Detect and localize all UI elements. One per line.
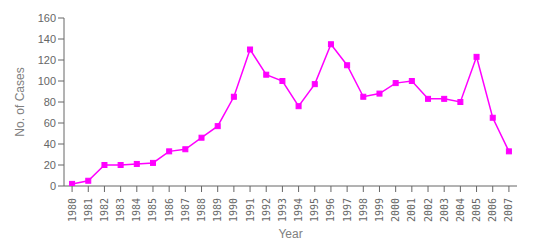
svg-text:0: 0 [50, 180, 56, 192]
svg-text:100: 100 [38, 75, 56, 87]
svg-text:60: 60 [44, 117, 56, 129]
svg-text:2002: 2002 [423, 198, 434, 222]
svg-text:1994: 1994 [293, 198, 304, 222]
svg-text:2004: 2004 [455, 198, 466, 222]
svg-text:1998: 1998 [358, 198, 369, 222]
svg-text:1983: 1983 [115, 198, 126, 222]
svg-text:Year: Year [278, 227, 302, 241]
svg-text:40: 40 [44, 138, 56, 150]
svg-text:2007: 2007 [503, 198, 514, 222]
svg-text:1988: 1988 [196, 198, 207, 222]
svg-text:1981: 1981 [83, 198, 94, 222]
svg-text:1992: 1992 [261, 198, 272, 222]
svg-text:1989: 1989 [212, 198, 223, 222]
svg-text:2006: 2006 [487, 198, 498, 222]
svg-text:20: 20 [44, 159, 56, 171]
svg-text:1993: 1993 [277, 198, 288, 222]
svg-text:2003: 2003 [439, 198, 450, 222]
svg-text:No. of Cases: No. of Cases [13, 67, 27, 136]
svg-text:1982: 1982 [99, 198, 110, 222]
svg-text:2005: 2005 [471, 198, 482, 222]
svg-text:120: 120 [38, 54, 56, 66]
svg-text:1997: 1997 [342, 198, 353, 222]
svg-text:160: 160 [38, 12, 56, 24]
svg-text:1999: 1999 [374, 198, 385, 222]
svg-text:1984: 1984 [131, 198, 142, 222]
svg-text:140: 140 [38, 33, 56, 45]
svg-text:1996: 1996 [325, 198, 336, 222]
svg-text:1980: 1980 [67, 198, 78, 222]
svg-text:1985: 1985 [147, 198, 158, 222]
svg-text:1995: 1995 [309, 198, 320, 222]
svg-text:2001: 2001 [406, 198, 417, 222]
svg-text:1991: 1991 [245, 198, 256, 222]
svg-text:1987: 1987 [180, 198, 191, 222]
svg-text:1986: 1986 [164, 198, 175, 222]
svg-text:80: 80 [44, 96, 56, 108]
svg-text:1990: 1990 [228, 198, 239, 222]
svg-text:2000: 2000 [390, 198, 401, 222]
